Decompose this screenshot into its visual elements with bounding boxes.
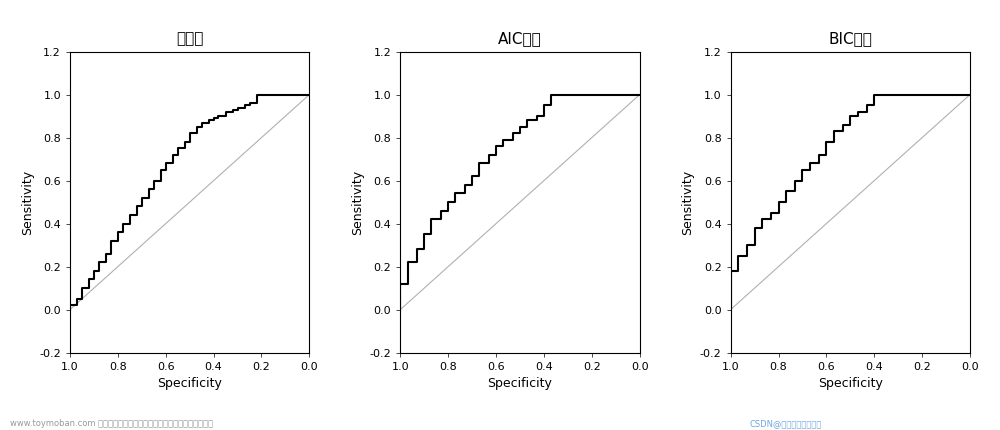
Y-axis label: Sensitivity: Sensitivity — [681, 169, 694, 235]
Title: 全模型: 全模型 — [176, 31, 203, 46]
Text: www.toymoban.com 网络图片仅供展示，非存储，如有侵权请联系删除。: www.toymoban.com 网络图片仅供展示，非存储，如有侵权请联系删除。 — [10, 419, 213, 428]
X-axis label: Specificity: Specificity — [488, 377, 552, 390]
Y-axis label: Sensitivity: Sensitivity — [21, 169, 34, 235]
Y-axis label: Sensitivity: Sensitivity — [351, 169, 364, 235]
X-axis label: Specificity: Specificity — [818, 377, 883, 390]
Title: AIC模型: AIC模型 — [498, 31, 542, 46]
Title: BIC模型: BIC模型 — [828, 31, 872, 46]
Text: CSDN@数据人的自我救赎: CSDN@数据人的自我救赎 — [750, 419, 822, 428]
X-axis label: Specificity: Specificity — [157, 377, 222, 390]
